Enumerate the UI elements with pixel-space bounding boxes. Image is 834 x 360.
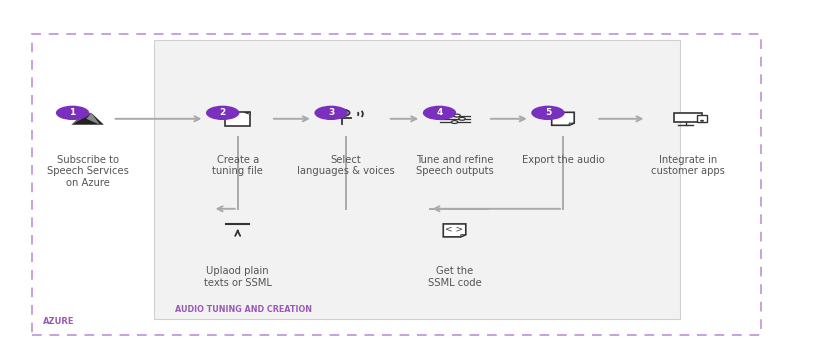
FancyBboxPatch shape — [225, 112, 250, 126]
FancyBboxPatch shape — [674, 113, 702, 122]
Text: Create a
tuning file: Create a tuning file — [212, 155, 264, 176]
Polygon shape — [569, 123, 574, 125]
Circle shape — [206, 106, 239, 120]
Polygon shape — [244, 112, 250, 114]
Polygon shape — [71, 113, 103, 125]
Text: 5: 5 — [545, 108, 551, 117]
Polygon shape — [87, 113, 100, 125]
Circle shape — [701, 120, 704, 121]
Text: Export the audio: Export the audio — [521, 155, 605, 165]
Text: Uplaod plain
texts or SSML: Uplaod plain texts or SSML — [203, 266, 272, 288]
Text: 1: 1 — [69, 108, 76, 117]
Text: 4: 4 — [436, 108, 443, 117]
Polygon shape — [444, 224, 465, 237]
Polygon shape — [71, 113, 91, 125]
Circle shape — [423, 106, 456, 120]
Circle shape — [531, 106, 565, 120]
Text: Subscribe to
Speech Services
on Azure: Subscribe to Speech Services on Azure — [47, 155, 128, 188]
Circle shape — [56, 106, 89, 120]
Text: Select
languages & voices: Select languages & voices — [297, 155, 395, 176]
Bar — [154, 40, 680, 319]
Bar — [32, 34, 761, 335]
Polygon shape — [460, 235, 465, 237]
Text: Integrate in
customer apps: Integrate in customer apps — [651, 155, 725, 176]
Text: AZURE: AZURE — [43, 317, 75, 326]
Circle shape — [314, 106, 348, 120]
Text: AUDIO TUNING AND CREATION: AUDIO TUNING AND CREATION — [175, 305, 312, 314]
Text: Get the
SSML code: Get the SSML code — [428, 266, 481, 288]
Circle shape — [454, 114, 460, 117]
Text: Tune and refine
Speech outputs: Tune and refine Speech outputs — [415, 155, 494, 176]
Text: 2: 2 — [219, 108, 226, 117]
Polygon shape — [552, 112, 574, 125]
Text: 3: 3 — [328, 108, 334, 117]
Circle shape — [459, 117, 465, 120]
FancyBboxPatch shape — [696, 115, 707, 122]
Text: < >: < > — [445, 225, 464, 234]
Circle shape — [451, 121, 458, 123]
